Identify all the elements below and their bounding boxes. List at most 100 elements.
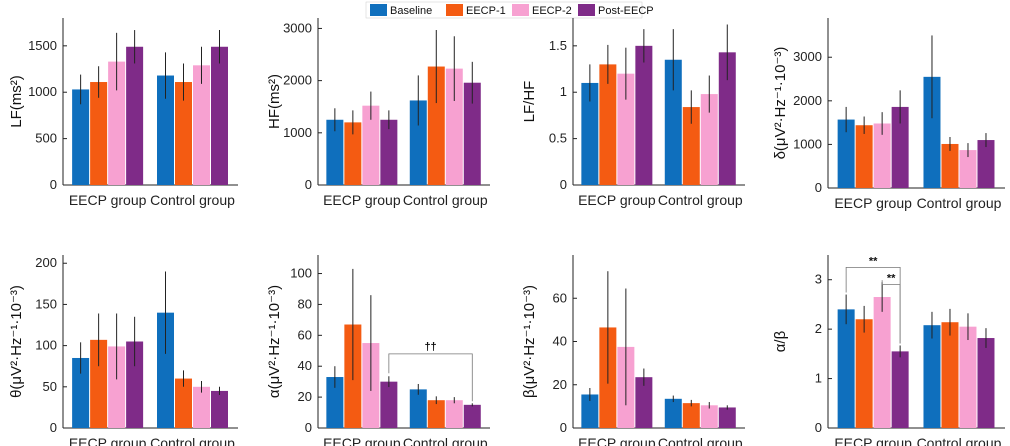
significance-mark: †† (424, 341, 436, 353)
bar-baseline-control (409, 100, 427, 185)
y-tick-label: 150 (35, 296, 57, 311)
x-tick-label: Control group (150, 435, 235, 446)
x-tick-label: EECP group (578, 192, 656, 208)
bar-baseline-control (664, 59, 682, 185)
x-tick-label: EECP group (69, 435, 147, 446)
bar-eecp-2-control (193, 386, 210, 428)
bar-post-eecp-control (718, 52, 736, 186)
y-tick-label: 2000 (283, 73, 312, 88)
x-tick-label: EECP group (323, 192, 401, 208)
bar-eecp-2-control (193, 65, 210, 185)
bar-eecp-2-eecp (108, 346, 126, 428)
x-tick-label: EECP group (578, 435, 656, 446)
bar-baseline-eecp (326, 377, 344, 428)
y-tick-label: 3000 (283, 20, 312, 35)
legend-swatch-post-eecp (578, 4, 595, 16)
bar-eecp-1-eecp (599, 64, 617, 185)
legend-swatch-baseline (370, 4, 387, 16)
y-tick-label: 1500 (28, 38, 57, 53)
bar-eecp-1-control (427, 66, 445, 185)
bar-eecp-1-eecp (855, 125, 873, 188)
y-tick-label: 200 (35, 255, 57, 270)
legend-swatch-eecp-2 (512, 4, 529, 16)
y-axis-label: LF(ms²) (8, 75, 25, 128)
x-tick-label: Control group (917, 435, 1002, 446)
y-tick-label: 0.5 (549, 131, 567, 146)
x-tick-label: Control group (658, 435, 743, 446)
bar-eecp-1-control (941, 143, 959, 188)
y-axis-label: δ(μV²·Hz⁻¹·10⁻³) (772, 47, 789, 160)
bar-post-eecp-control (718, 407, 736, 428)
panel-delta: 0 1000 2000 3000 δ(μV²·Hz⁻¹·10⁻³) EECP group C… (772, 18, 1005, 211)
y-tick-label: 0 (50, 177, 57, 192)
x-tick-label: EECP group (69, 192, 147, 208)
bar-eecp-2-control (959, 150, 977, 188)
y-tick-label: 60 (553, 290, 567, 305)
bar-post-eecp-eecp (635, 377, 653, 428)
bar-baseline-eecp (581, 82, 599, 185)
bar-eecp-2-control (700, 94, 718, 185)
significance-bracket (881, 280, 901, 344)
legend-label-eecp-2: EECP-2 (532, 5, 572, 17)
bar-baseline-control (923, 76, 941, 188)
y-tick-label: 3 (815, 272, 822, 287)
bar-eecp-2-eecp (873, 297, 891, 428)
y-tick-label: 20 (298, 389, 312, 404)
bar-post-eecp-eecp (891, 351, 909, 428)
y-axis-label: LF/HF (521, 81, 538, 123)
bar-post-eecp-eecp (891, 106, 909, 188)
panel-alpha: 0 20 40 60 80 100 α(μV²·Hz⁻¹·10⁻³) EECP group Co… (266, 255, 490, 446)
y-tick-label: 0 (305, 420, 312, 435)
bar-post-eecp-control (463, 404, 481, 428)
bar-baseline-control (157, 312, 174, 428)
y-tick-label: 0 (560, 177, 567, 192)
bar-eecp-1-control (682, 107, 700, 185)
panel-beta: 0 20 40 60 β(μV²·Hz⁻¹·10⁻³) EECP group Control… (521, 255, 745, 446)
y-axis-label: α/β (772, 330, 789, 352)
bar-eecp-1-control (941, 322, 959, 428)
bar-eecp-1-control (682, 403, 700, 428)
bar-baseline-control (157, 75, 174, 185)
bar-baseline-eecp (326, 119, 344, 185)
bar-baseline-eecp (837, 119, 855, 188)
y-tick-label: 1.5 (549, 38, 567, 53)
y-tick-label: 20 (553, 377, 567, 392)
bar-eecp-1-eecp (344, 122, 362, 185)
y-tick-label: 0 (560, 420, 567, 435)
bar-eecp-1-eecp (90, 339, 108, 428)
legend-box (365, 1, 643, 19)
x-tick-label: Control group (658, 192, 743, 208)
y-tick-label: 0 (50, 420, 57, 435)
bar-baseline-eecp (72, 89, 90, 185)
bar-post-eecp-eecp (380, 381, 398, 428)
bar-eecp-2-control (445, 400, 463, 428)
bar-baseline-control (409, 389, 427, 428)
bar-eecp-2-control (445, 68, 463, 185)
x-tick-label: Control group (403, 192, 488, 208)
y-tick-label: 0 (815, 180, 822, 195)
legend-label-post-eecp: Post-EECP (598, 5, 654, 17)
y-tick-label: 1000 (28, 84, 57, 99)
panel-hf: 0 1000 2000 3000 HF(ms²) EECP group Control gr… (266, 18, 490, 208)
bar-eecp-1-control (175, 378, 192, 428)
y-tick-label: 0 (305, 177, 312, 192)
y-tick-label: 60 (298, 327, 312, 342)
bar-eecp-1-control (427, 400, 445, 428)
bar-eecp-2-control (700, 405, 718, 428)
x-tick-label: EECP group (323, 435, 401, 446)
y-tick-label: 2000 (793, 93, 822, 108)
bar-post-eecp-eecp (380, 119, 398, 185)
y-tick-label: 500 (35, 131, 57, 146)
bar-eecp-1-control (175, 82, 192, 185)
bar-baseline-control (664, 398, 682, 428)
bar-eecp-1-eecp (855, 319, 873, 428)
y-axis-label: θ(μV²·Hz⁻¹·10⁻³) (8, 285, 25, 398)
legend-swatch-eecp-1 (446, 4, 463, 16)
panel-lf-hf: 0 0.5 1 1.5 LF/HF EECP group Control group (521, 18, 745, 208)
bar-post-eecp-control (977, 140, 995, 188)
bar-eecp-1-eecp (90, 82, 108, 185)
bar-post-eecp-eecp (635, 45, 653, 186)
y-tick-label: 1 (815, 371, 822, 386)
y-tick-label: 1000 (793, 136, 822, 151)
y-tick-label: 2 (815, 321, 822, 336)
